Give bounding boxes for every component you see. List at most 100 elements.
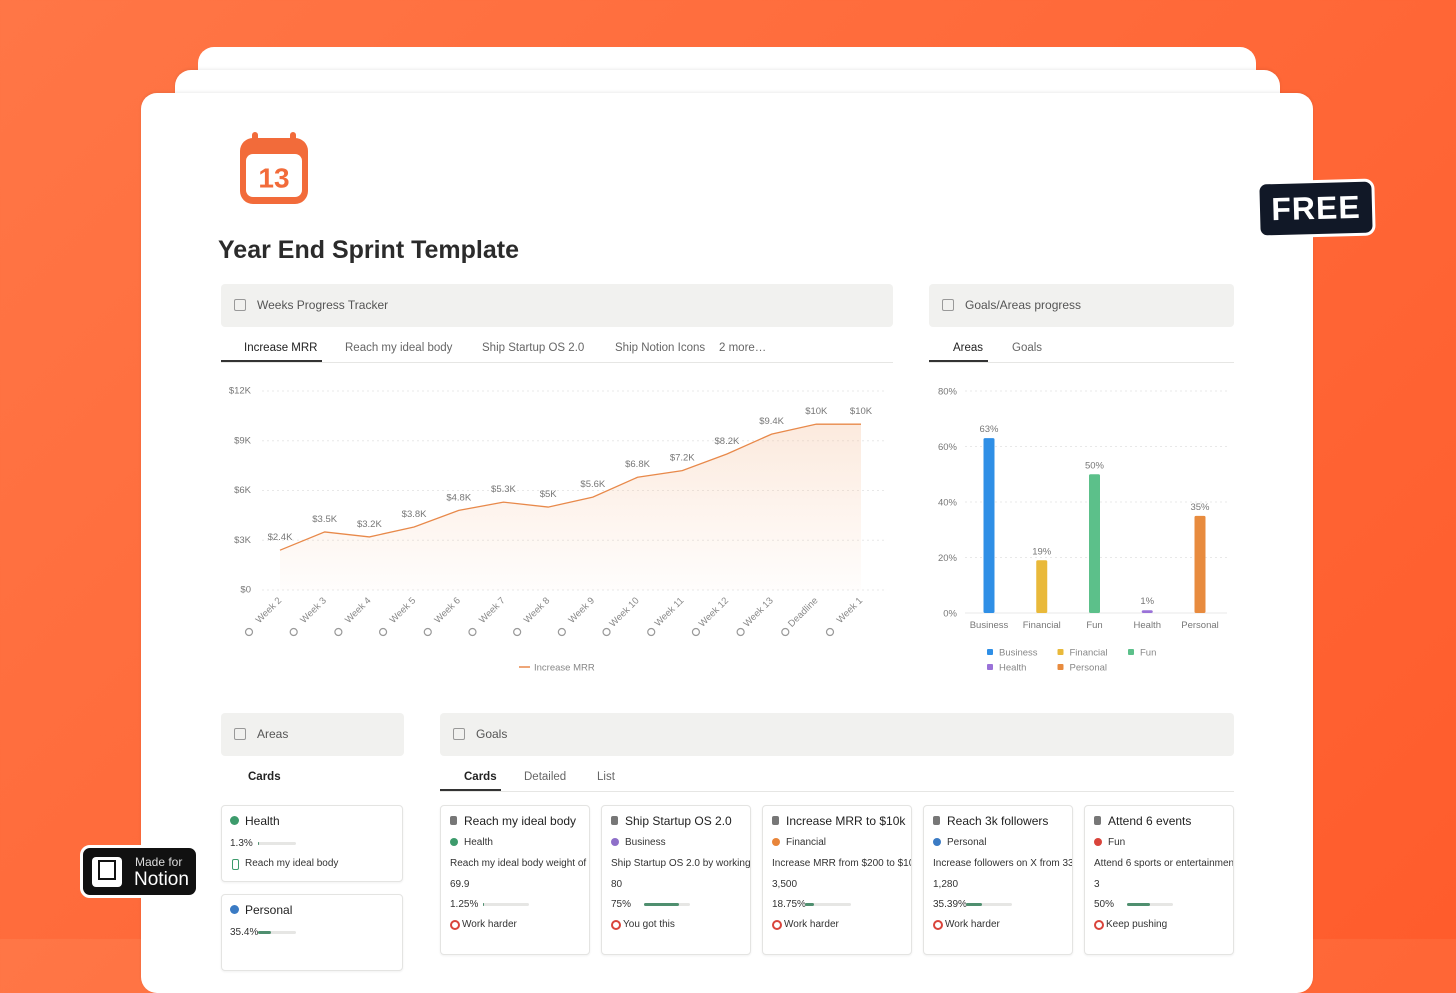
legend-swatch — [1128, 649, 1134, 655]
goal-area: Financial — [786, 837, 826, 848]
progress-fill — [483, 903, 484, 906]
goal-name: Attend 6 events — [1108, 814, 1191, 828]
value-label: 50% — [1085, 460, 1105, 471]
y-tick-label: 20% — [938, 553, 958, 564]
goal-area: Health — [464, 837, 493, 848]
x-tick-label: Week 2 — [254, 595, 284, 625]
value-label: $10K — [850, 406, 873, 417]
goal-card[interactable]: Ship Startup OS 2.0 Business Ship Startup … — [601, 805, 751, 955]
x-tick-label: Week 13 — [742, 595, 776, 629]
goal-current: 3,500 — [772, 879, 797, 890]
value-label: 19% — [1032, 546, 1052, 557]
goal-status: Work harder — [784, 919, 839, 930]
legend-label: Increase MRR — [534, 663, 595, 674]
goal-description: Ship Startup OS 2.0 by working — [611, 858, 751, 869]
view-tab[interactable]: Cards — [248, 771, 281, 783]
x-tick-icon — [782, 629, 789, 636]
goals-header: Goals — [440, 713, 1234, 756]
x-tick-label: Week 6 — [432, 595, 462, 625]
goal-area: Business — [625, 837, 666, 848]
goal-icon — [232, 859, 239, 870]
page: 13 Year End Sprint Template FREE Made fo… — [0, 0, 1456, 939]
y-tick-label: $6K — [234, 485, 252, 496]
x-tick-label: Week 11 — [653, 595, 687, 629]
x-tick-icon — [737, 629, 744, 636]
status-icon — [450, 920, 460, 930]
area-icon — [450, 838, 458, 846]
x-tick-label: Week 9 — [567, 595, 597, 625]
progress-fill — [258, 931, 271, 934]
x-tick-icon — [380, 629, 387, 636]
area-card[interactable]: Personal 35.4% — [221, 894, 403, 971]
areas-header: Areas — [221, 713, 404, 756]
x-tick-label: Financial — [1023, 620, 1061, 631]
view-tab[interactable]: List — [597, 771, 615, 783]
goal-description: Increase MRR from $200 to $10 — [772, 858, 912, 869]
goal-status: Work harder — [945, 919, 1000, 930]
view-tab[interactable]: Detailed — [524, 771, 566, 783]
bar — [1089, 474, 1100, 613]
x-tick-label: Week 8 — [522, 595, 552, 625]
x-tick-label: Week 4 — [343, 595, 373, 625]
linked-goal: Reach my ideal body — [245, 858, 338, 869]
progress-label: 35.39% — [933, 899, 967, 910]
goal-status: You got this — [623, 919, 675, 930]
progress-track — [483, 903, 529, 906]
legend-swatch — [1058, 649, 1064, 655]
notion-badge: Made for Notion — [80, 845, 199, 898]
area-name: Personal — [245, 903, 292, 917]
status-icon — [1094, 920, 1104, 930]
goal-name: Ship Startup OS 2.0 — [625, 814, 732, 828]
x-tick-icon — [335, 629, 342, 636]
progress-label: 35.4% — [230, 927, 258, 938]
value-label: $6.8K — [625, 459, 650, 470]
progress-label: 75% — [611, 899, 631, 910]
goal-status: Keep pushing — [1106, 919, 1167, 930]
progress-label: 1.25% — [450, 899, 478, 910]
area-icon — [230, 816, 239, 825]
x-tick-icon — [469, 629, 476, 636]
x-tick-label: Week 1 — [835, 595, 865, 625]
notion-logo — [92, 857, 122, 887]
legend-swatch — [987, 664, 993, 670]
progress-label: 18.75% — [772, 899, 806, 910]
area-icon — [230, 905, 239, 914]
x-tick-label: Week 5 — [388, 595, 418, 625]
x-tick-icon — [290, 629, 297, 636]
goal-description: Reach my ideal body weight of 6 — [450, 858, 590, 869]
notion-text: Notion — [134, 869, 189, 891]
x-tick-icon — [424, 629, 431, 636]
goal-description: Increase followers on X from 33 — [933, 858, 1073, 869]
value-label: 35% — [1190, 502, 1210, 513]
x-tick-label: Deadline — [786, 595, 820, 629]
y-tick-label: $12K — [229, 386, 252, 397]
goal-current: 80 — [611, 879, 622, 890]
area-name: Health — [245, 814, 280, 828]
y-tick-label: $3K — [234, 535, 252, 546]
bar — [1195, 516, 1206, 613]
value-label: $7.2K — [670, 453, 695, 464]
value-label: 63% — [979, 424, 999, 435]
goal-current: 69.9 — [450, 879, 469, 890]
y-tick-label: 60% — [938, 442, 958, 453]
goal-current: 1,280 — [933, 879, 958, 890]
view-tab[interactable]: Cards — [464, 771, 497, 783]
goal-description: Attend 6 sports or entertainmen — [1094, 858, 1234, 869]
status-icon — [772, 920, 782, 930]
area-icon — [611, 838, 619, 846]
area-icon — [933, 838, 941, 846]
goal-name: Reach 3k followers — [947, 814, 1048, 828]
value-label: 1% — [1140, 596, 1154, 607]
goals-title: Goals — [476, 727, 507, 741]
value-label: $8.2K — [715, 436, 740, 447]
progress-fill — [644, 903, 679, 906]
value-label: $3.8K — [402, 509, 427, 520]
goal-icon — [1094, 816, 1101, 825]
legend-swatch — [1058, 664, 1064, 670]
x-tick-label: Week 12 — [697, 595, 731, 629]
